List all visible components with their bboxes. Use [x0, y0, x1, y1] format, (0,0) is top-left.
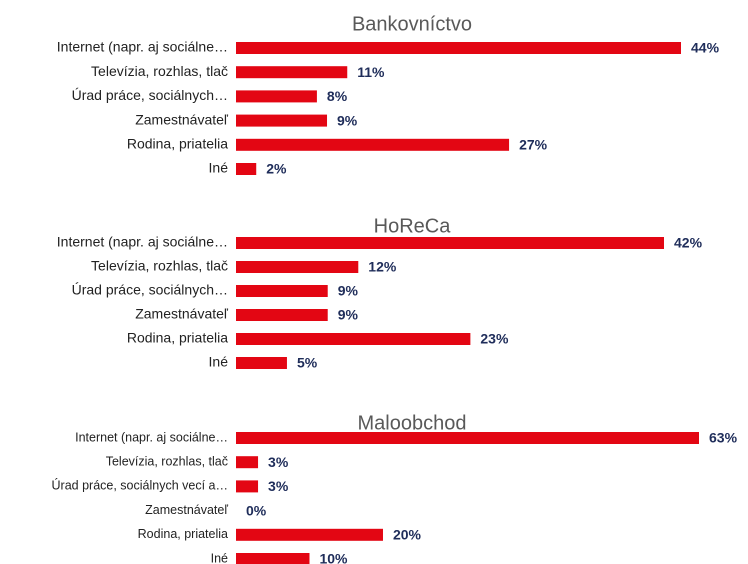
category-label: Rodina, priatelia: [127, 330, 228, 346]
category-label: Televízia, rozhlas, tlač: [91, 63, 228, 79]
category-label: Iné: [209, 354, 229, 370]
category-label: Zamestnávateľ: [135, 111, 229, 127]
value-label: 42%: [674, 235, 703, 251]
chart-title: HoReCa: [374, 215, 452, 237]
value-label: 5%: [297, 355, 318, 371]
bar: [236, 432, 699, 444]
category-label: Zamestnávateľ: [135, 306, 229, 322]
category-label: Úrad práce, sociálnych…: [72, 282, 228, 298]
category-label: Internet (napr. aj sociálne…: [57, 234, 228, 250]
category-label: Iné: [209, 160, 229, 176]
category-label: Internet (napr. aj sociálne…: [75, 430, 228, 444]
value-label: 8%: [327, 88, 348, 104]
category-label: Iné: [211, 551, 228, 564]
bar: [236, 138, 510, 151]
category-label: Televízia, rozhlas, tlač: [91, 258, 228, 274]
value-label: 9%: [338, 283, 359, 299]
category-label: Rodina, priatelia: [127, 136, 228, 152]
bar: [236, 285, 328, 297]
value-label: 10%: [319, 551, 348, 564]
value-label: 11%: [357, 64, 385, 80]
value-label: 9%: [337, 112, 358, 128]
bar: [236, 261, 359, 273]
value-label: 23%: [480, 331, 509, 347]
bar: [236, 553, 310, 564]
category-label: Zamestnávateľ: [145, 503, 228, 517]
value-label: 20%: [393, 527, 422, 543]
bar: [236, 528, 383, 541]
value-label: 3%: [268, 478, 289, 494]
bar: [236, 114, 328, 127]
value-label: 27%: [519, 137, 548, 153]
bar: [236, 90, 317, 103]
chart-title: Maloobchod: [358, 412, 467, 434]
bar: [236, 456, 259, 469]
bar: [236, 333, 471, 345]
chart-title: Bankovníctvo: [352, 13, 472, 35]
bar: [236, 163, 257, 175]
bar: [236, 66, 348, 79]
value-label: 0%: [246, 502, 267, 518]
category-label: Rodina, priatelia: [138, 527, 228, 541]
category-label: Úrad práce, sociálnych…: [72, 87, 228, 103]
bar: [236, 237, 664, 249]
category-label: Televízia, rozhlas, tlač: [106, 454, 228, 468]
bar: [236, 480, 259, 493]
category-label: Úrad práce, sociálnych vecí a…: [52, 478, 228, 493]
value-label: 2%: [266, 161, 287, 177]
value-label: 63%: [709, 430, 738, 446]
value-label: 12%: [368, 259, 397, 275]
value-label: 3%: [268, 454, 289, 470]
bar: [236, 42, 681, 54]
value-label: 44%: [691, 40, 720, 56]
bar: [236, 357, 287, 369]
category-label: Internet (napr. aj sociálne…: [57, 39, 228, 55]
bar: [236, 309, 328, 321]
value-label: 9%: [338, 307, 359, 323]
